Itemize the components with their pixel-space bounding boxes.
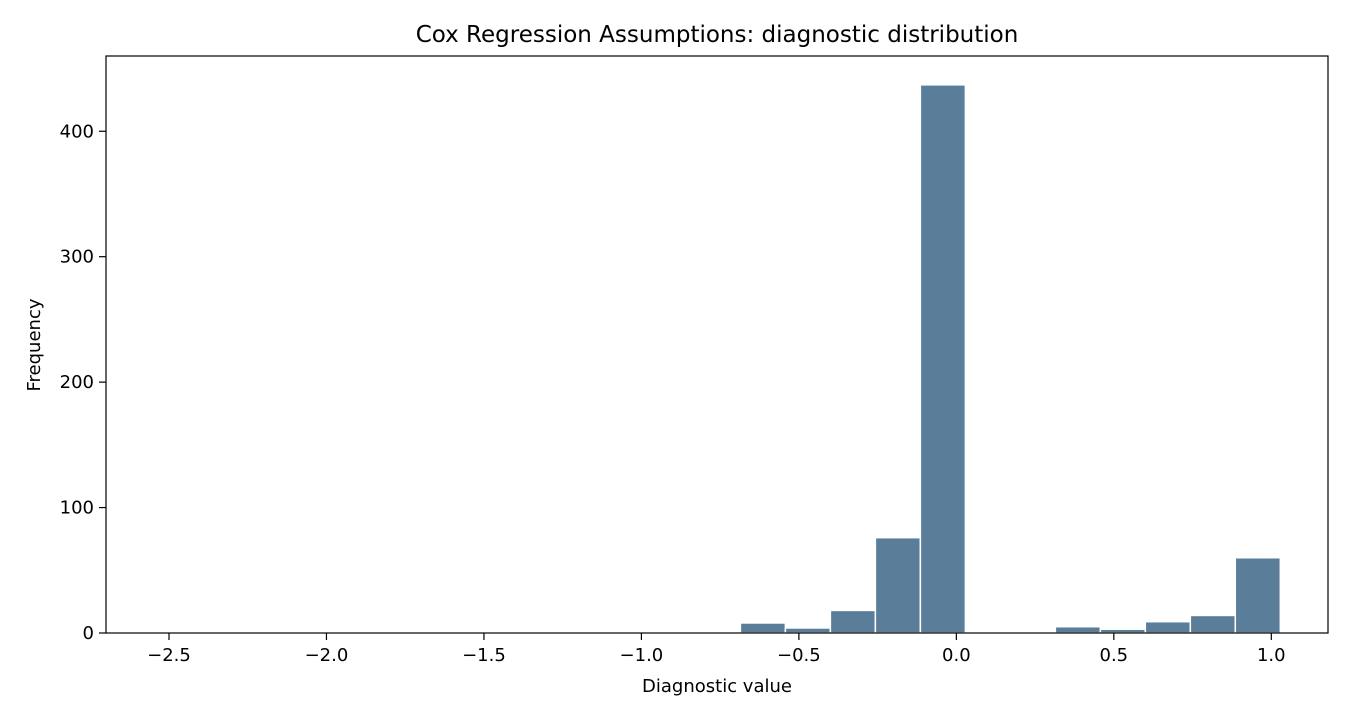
plot-frame: [105, 55, 1329, 634]
histogram-bar: [874, 536, 922, 634]
histogram-bar: [1189, 614, 1237, 634]
x-axis-label: Diagnostic value: [642, 676, 792, 697]
chart-title: Cox Regression Assumptions: diagnostic d…: [416, 22, 1019, 48]
histogram-bar: [1144, 620, 1192, 634]
x-tick-label: 0.5: [1100, 645, 1129, 666]
y-tick-label: 300: [60, 247, 94, 268]
y-axis-label: Frequency: [24, 298, 45, 391]
histogram-bar: [1234, 556, 1282, 634]
x-tick-label: −0.5: [777, 645, 821, 666]
x-tick-label: −2.5: [147, 645, 191, 666]
y-tick-label: 100: [60, 498, 94, 519]
y-axis-ticks: 0 100 200 300 400: [60, 121, 106, 644]
x-tick-label: −1.5: [462, 645, 506, 666]
histogram-bar: [739, 622, 787, 634]
x-tick-label: 1.0: [1257, 645, 1286, 666]
x-tick-label: 0.0: [942, 645, 971, 666]
histogram-bar: [829, 609, 877, 634]
x-tick-label: −2.0: [305, 645, 349, 666]
x-tick-label: −1.0: [620, 645, 664, 666]
x-axis-ticks: −2.5 −2.0 −1.5 −1.0 −0.5 0.0 0.5 1.0: [147, 633, 1286, 666]
y-tick-label: 0: [83, 623, 94, 644]
histogram-bar: [1054, 625, 1102, 634]
y-tick-label: 400: [60, 121, 94, 142]
y-tick-label: 200: [60, 372, 94, 393]
histogram-bar: [919, 84, 967, 634]
bars-layer: [649, 84, 1282, 634]
histogram-bar: [784, 627, 832, 634]
